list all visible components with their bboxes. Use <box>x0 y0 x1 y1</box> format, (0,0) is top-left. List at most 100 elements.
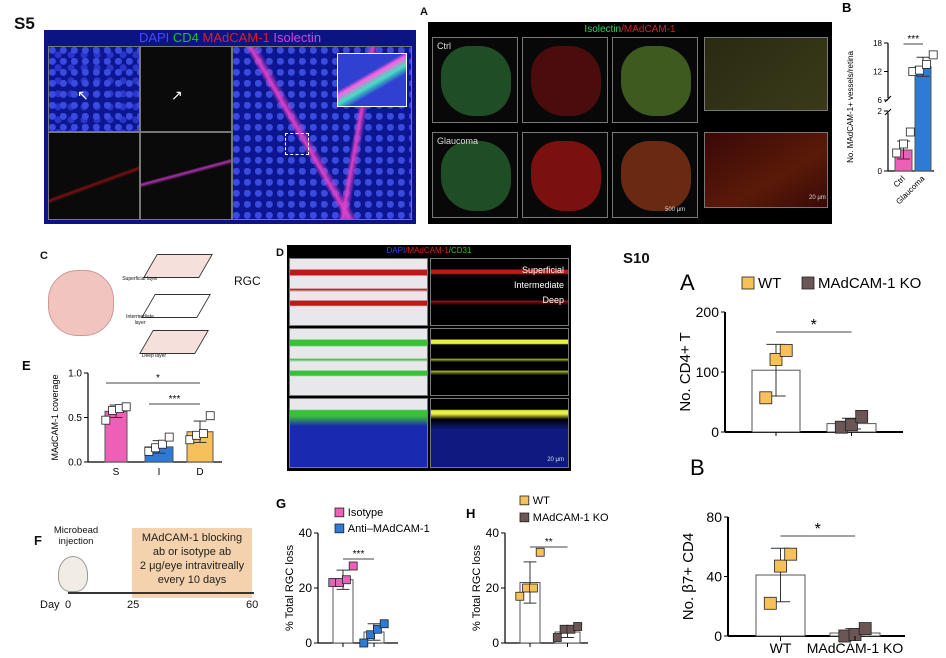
panel-d-3d-renders: DAPI/MAdCAM-1/CD31 Superficial Intermedia… <box>287 245 571 471</box>
legend-label: WT <box>533 495 550 507</box>
significance-label: ** <box>545 537 553 548</box>
intermediate-layer-label: Intermediate layer <box>126 314 154 326</box>
legend-swatch <box>519 512 530 523</box>
panel-c-label: C <box>40 250 48 262</box>
day-label: Day <box>40 599 60 611</box>
axis-break <box>884 108 892 116</box>
y-tick-label: 18 <box>873 39 882 48</box>
isolectin-tile <box>140 132 232 220</box>
data-point <box>205 411 215 421</box>
data-point <box>515 591 525 601</box>
s5-label: S5 <box>14 14 35 33</box>
y-tick-label: 2 <box>878 107 883 116</box>
data-point <box>784 547 798 561</box>
panel-label: G <box>276 496 286 511</box>
ctrl-isolectin: Ctrl <box>432 37 518 123</box>
panel-a-label: A <box>420 6 428 18</box>
ctrl-zoom <box>704 37 828 111</box>
data-point <box>552 633 562 642</box>
day-60: 60 <box>246 599 259 611</box>
treatment-line: ab or isotype ab <box>152 546 232 558</box>
significance-label: *** <box>353 549 365 560</box>
legend-swatch <box>741 276 755 290</box>
y-tick-label: 0 <box>878 167 883 176</box>
significance-label: * <box>156 373 160 384</box>
legend-label: WT <box>758 275 781 292</box>
treatment-box: MAdCAM-1 blocking ab or isotype ab 2 μg/… <box>132 528 252 598</box>
chart-b: B 0 2 6 12 18 No. MAdCAM-1+ vessels/retina Ctrl… <box>842 0 938 206</box>
panel-a-micrographs: Isolectin/MAdCAM-1 Ctrl Glaucoma 500 μm … <box>428 22 832 224</box>
data-point <box>164 432 174 442</box>
panel-f-label: F <box>34 533 42 548</box>
glaucoma-madcam <box>522 132 608 218</box>
data-point <box>185 435 195 445</box>
mouse-icon <box>58 556 88 592</box>
microbead-injection-label: Microbead injection <box>53 525 99 547</box>
legend-swatch <box>801 276 815 290</box>
superficial-label: Superficial <box>521 265 564 275</box>
panel-label: E <box>22 358 31 373</box>
data-point <box>928 50 938 60</box>
day-25: 25 <box>127 599 140 611</box>
title-separator: / <box>621 24 624 35</box>
y-axis-label: No. CD4+ T <box>677 332 694 411</box>
treatment-line: MAdCAM-1 blocking <box>141 532 243 544</box>
madcam-title: /MAdCAM-1 <box>405 246 449 255</box>
data-point <box>348 561 358 571</box>
data-point <box>121 402 131 412</box>
dapi-label: DAPI <box>138 30 170 45</box>
panel-label: B <box>842 0 851 15</box>
retina-diagram <box>48 270 114 336</box>
isolectin-title: Isolectin <box>584 24 622 35</box>
y-tick-label: 200 <box>696 304 720 320</box>
arrow-icon: ↗ <box>171 87 183 103</box>
madcam-title: MAdCAM-1 <box>623 24 676 35</box>
isolectin-label: Isolectin <box>273 30 322 45</box>
data-point <box>101 415 111 425</box>
render-dapi-surface <box>289 398 428 468</box>
scalebar-20: 20 μm <box>809 195 826 201</box>
panel-label: H <box>466 506 475 521</box>
glaucoma-label: Glaucoma <box>437 136 479 146</box>
day-0: 0 <box>65 599 72 611</box>
ctrl-label: Ctrl <box>437 41 451 51</box>
dapi-tile: ↖ <box>48 46 140 132</box>
y-axis-label: % Total RGC loss <box>284 545 296 631</box>
panel-a-title: Isolectin/MAdCAM-1 <box>428 24 832 35</box>
chart-s10b: B 0 40 80 No. β7+ CD4 WT MAdCAM-1 KO * <box>680 455 905 656</box>
panel-d-title: DAPI/MAdCAM-1/CD31 <box>287 246 571 255</box>
y-tick-label: 0 <box>492 636 499 650</box>
y-tick-label: 20 <box>486 581 500 595</box>
x-tick-label: D <box>196 467 203 478</box>
data-point <box>535 547 545 557</box>
data-point <box>759 391 773 405</box>
legend-label: Anti–MAdCAM-1 <box>348 523 430 535</box>
glaucoma-isolectin: Glaucoma <box>432 132 518 218</box>
deep-label: Deep <box>542 295 564 305</box>
significance-label: *** <box>907 34 919 45</box>
y-axis-label: MAdCAM-1 coverage <box>50 374 60 460</box>
inset-box <box>285 133 309 155</box>
glaucoma-zoom: 20 μm <box>704 132 828 208</box>
data-point <box>892 148 902 158</box>
dapi-title: DAPI <box>386 246 406 255</box>
data-point <box>379 619 389 629</box>
data-point <box>915 65 924 75</box>
data-point <box>855 409 869 423</box>
y-axis-label: % Total RGC loss <box>471 545 483 631</box>
panel-d-label: D <box>276 247 284 259</box>
y-tick-label: 0 <box>305 636 312 650</box>
treatment-line: 2 μg/eye intravitreally <box>139 560 245 572</box>
x-tick-label: MAdCAM-1 KO <box>807 640 904 656</box>
bar <box>914 66 932 172</box>
madcam-label: MAdCAM-1 <box>202 30 270 45</box>
rgc-label: RGC <box>234 274 261 288</box>
data-point <box>769 352 783 366</box>
madcam-tile <box>48 132 140 220</box>
zoom-inset <box>337 53 407 107</box>
data-point <box>341 575 351 585</box>
render-merged-surface <box>289 328 428 396</box>
